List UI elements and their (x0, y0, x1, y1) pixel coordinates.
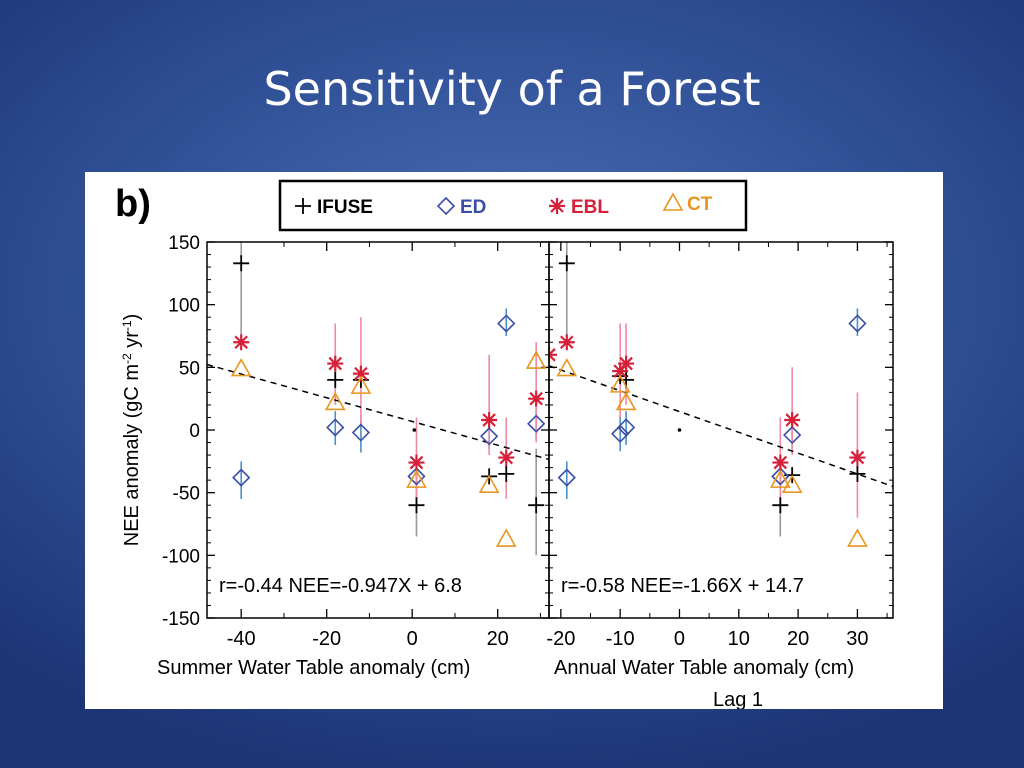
point-ebl (612, 363, 629, 380)
legend-label-ebl: EBL (571, 197, 609, 218)
x-tick-label: -20 (312, 628, 341, 650)
y-tick-label: -100 (162, 546, 200, 567)
legend-label-ifuse: IFUSE (317, 197, 373, 218)
x-axis-label: Annual Water Table anomaly (cm) (554, 657, 854, 679)
point-ed (232, 468, 251, 487)
legend-marker-ct (662, 192, 684, 211)
point-ebl (558, 334, 575, 351)
point-ebl (408, 454, 425, 471)
point-ct (525, 350, 547, 369)
legend-marker-ebl (549, 198, 565, 214)
x-tick-label: 30 (846, 628, 868, 650)
y-tick-label: 150 (168, 233, 200, 254)
x-tick-label: -10 (606, 628, 635, 650)
point-ed (497, 314, 516, 333)
point-ifuse (408, 497, 425, 514)
legend-label-ed: ED (460, 197, 486, 218)
point-ed (326, 418, 345, 437)
plot-frame (206, 241, 550, 619)
x-tick-label: -40 (227, 628, 256, 650)
plot-area (549, 242, 893, 547)
origin-point (412, 428, 417, 432)
point-ed (407, 467, 426, 486)
y-tick-label: 50 (179, 358, 200, 379)
point-ed (527, 414, 546, 433)
point-ed (611, 424, 630, 443)
x-tick-label: 0 (407, 628, 418, 650)
point-ed (480, 427, 499, 446)
point-ebl (772, 454, 789, 471)
point-ed (616, 418, 636, 437)
x-tick-label: 0 (674, 628, 685, 650)
point-ifuse (498, 465, 515, 482)
x-tick-label: 20 (487, 628, 509, 650)
point-ct (406, 469, 427, 488)
point-ebl (233, 334, 250, 351)
point-ebl (327, 355, 344, 372)
y-tick-label: -50 (173, 484, 200, 505)
plot-area (207, 242, 549, 556)
legend-marker-ifuse (295, 198, 311, 214)
legend-marker-ed (436, 196, 456, 216)
trend-line (549, 365, 893, 488)
point-ed (783, 425, 802, 445)
plot-frame (548, 241, 894, 619)
legend: IFUSE ED EBL CT (278, 179, 748, 232)
point-ebl (784, 411, 801, 428)
point-ifuse (849, 465, 866, 482)
point-ct (350, 375, 372, 394)
point-ifuse (528, 497, 545, 514)
point-ct (324, 391, 346, 411)
point-ct (230, 357, 252, 377)
point-ed (351, 423, 371, 442)
y-tick-label: 0 (189, 421, 200, 442)
y-tick-label: 100 (168, 296, 200, 317)
point-ct (609, 374, 631, 393)
point-ct (495, 528, 517, 547)
point-ebl (498, 449, 515, 466)
chart-canvas: b) IFUSE ED EBL CT -150-100-50050100150-40-… (115, 179, 894, 709)
point-ifuse (233, 255, 250, 272)
y-axis-label: NEE anomaly (gC m-2 yr-1) (120, 314, 143, 547)
regression-annotation: r=-0.58 NEE=-1.66X + 14.7 (561, 575, 804, 597)
trend-line (207, 363, 549, 461)
chart-figure: b) IFUSE ED EBL CT -150 -100 -50 0 50 100 150 -40-… (85, 172, 943, 709)
regression-annotation: r=-0.44 NEE=-0.947X + 6.8 (219, 575, 462, 597)
point-ebl (481, 411, 498, 428)
point-ifuse (772, 497, 789, 514)
x-tick-label: 20 (787, 628, 809, 650)
y-tick-label: -150 (162, 609, 200, 630)
point-ct (847, 528, 868, 547)
origin-point (677, 428, 682, 432)
panel-2: -20 -10 0 10 20 30 r=-0.58 NEE=-1.66X + 14.7 An… (546, 241, 894, 709)
point-ct (781, 474, 803, 493)
point-ct (769, 469, 791, 488)
x-axis-sublabel: Lag 1 (713, 689, 763, 709)
point-ct (615, 391, 637, 411)
point-ebl (618, 355, 635, 372)
x-tick-label: 10 (728, 628, 750, 650)
point-ed (771, 467, 790, 486)
point-ebl (352, 365, 369, 382)
panel-label: b) (115, 183, 151, 225)
x-axis-label: Summer Water Table anomaly (cm) (157, 657, 470, 679)
point-ct (478, 474, 500, 493)
point-ed (557, 468, 576, 487)
panel-1: -150 -100 -50 0 50 100 150 -40 -20 0 20 r=-0.44 NEE… (120, 233, 550, 679)
point-ebl (528, 390, 545, 407)
point-ebl (849, 449, 866, 466)
x-tick-label: -20 (546, 628, 575, 650)
legend-label-ct: CT (687, 194, 713, 215)
point-ct (556, 357, 578, 377)
slide-title: Sensitivity of a Forest (263, 62, 761, 116)
legend-box (278, 179, 748, 232)
point-ifuse (327, 371, 344, 388)
point-ifuse (558, 255, 575, 272)
point-ed (848, 314, 867, 333)
